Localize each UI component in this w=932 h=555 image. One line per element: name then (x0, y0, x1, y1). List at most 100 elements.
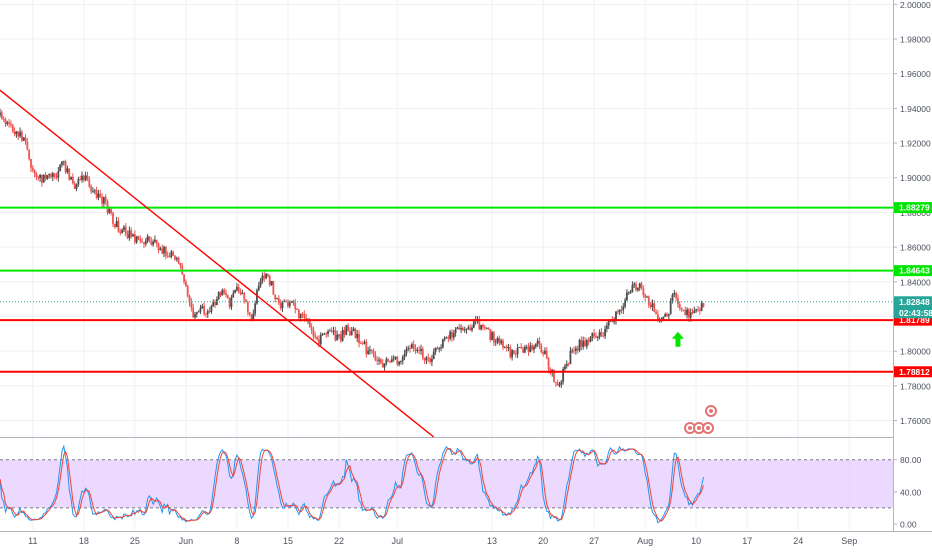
candle-body (547, 358, 550, 370)
candle-body (564, 366, 566, 370)
candle-body (585, 340, 588, 347)
candle-body (174, 255, 176, 260)
candle-body (71, 176, 74, 184)
candle-body (163, 246, 165, 254)
annotations (671, 331, 717, 434)
candle-body (531, 345, 534, 350)
candle-body (84, 175, 87, 181)
candle-body (175, 257, 178, 260)
level-price-tag-label: 1.84643 (899, 266, 930, 276)
candle-body (170, 251, 173, 257)
candle-body (267, 273, 269, 276)
candle-body (527, 346, 530, 353)
candle-body (595, 336, 597, 338)
candle-body (274, 294, 277, 300)
candle-body (420, 348, 422, 351)
candle-body (509, 346, 512, 358)
candle-body (73, 183, 76, 189)
candle-body (578, 340, 581, 351)
candle-body (44, 174, 47, 179)
candle-body (148, 236, 151, 242)
candle-body (92, 191, 94, 192)
candle-body (221, 289, 224, 296)
candle-body (28, 149, 31, 160)
candle-body (379, 359, 382, 364)
candle-body (682, 309, 685, 311)
candle-body (410, 344, 413, 349)
candle-body (37, 177, 40, 179)
candle-body (117, 221, 120, 232)
candle-body (77, 179, 80, 185)
stochastic-tick-label: 40.00 (900, 487, 922, 497)
candle-body (487, 327, 490, 330)
candle-body (432, 351, 435, 360)
candle-body (434, 347, 437, 352)
candle-body (152, 241, 154, 245)
candle-body (523, 346, 526, 353)
candle-body (239, 291, 242, 295)
candle-body (571, 350, 574, 352)
candle-body (177, 257, 180, 264)
candle-body (188, 295, 191, 303)
candle-body (627, 292, 630, 294)
last-price-tag-label: 1.82848 (899, 297, 930, 307)
candle-body (243, 293, 246, 300)
candle-body (680, 307, 683, 310)
candle-body (642, 288, 645, 295)
time-tick-label: 27 (589, 536, 599, 546)
candle-body (471, 327, 473, 331)
candle-body (130, 230, 133, 237)
event-marker-dot (697, 426, 701, 430)
candle-body (359, 343, 362, 344)
candle-body (157, 243, 160, 251)
price-tick-label: 1.86000 (900, 243, 931, 253)
candle-body (126, 234, 129, 239)
candle-body (183, 274, 185, 282)
candle-body (225, 293, 227, 296)
candle-body (0, 112, 3, 119)
candle-body (629, 292, 632, 293)
candle-body (514, 353, 517, 355)
candle-body (13, 131, 16, 135)
candle-body (520, 347, 523, 349)
candle-body (580, 340, 583, 347)
candle-body (374, 355, 377, 361)
candle-body (636, 287, 639, 291)
candles (0, 108, 705, 388)
candle-body (68, 168, 71, 180)
level-price-tag-background (894, 366, 932, 378)
stochastic-tick-label: 0.00 (900, 519, 917, 529)
candle-body (392, 358, 395, 360)
price-tick-label: 2.00000 (900, 0, 931, 10)
candle-body (338, 334, 340, 336)
candle-body (613, 320, 616, 323)
candle-body (212, 301, 215, 307)
candle-body (234, 290, 236, 294)
candle-body (64, 161, 67, 173)
candle-body (673, 292, 676, 295)
candle-body (139, 238, 142, 242)
candle-body (61, 161, 63, 165)
candle-body (299, 313, 302, 318)
candle-body (332, 330, 335, 332)
candle-body (190, 302, 193, 308)
candle-body (387, 359, 390, 361)
candle-body (283, 301, 286, 303)
candle-body (496, 338, 499, 342)
stochastic-d-line (0, 447, 704, 522)
candle-body (164, 246, 167, 256)
level-price-tag-label: 1.88279 (899, 203, 930, 213)
candle-body (268, 275, 271, 286)
candle-body (372, 350, 375, 356)
candle-body (593, 333, 596, 337)
time-tick-label: Sep (841, 536, 857, 546)
level-price-tag-background (894, 314, 932, 326)
candle-body (201, 305, 204, 309)
candle-body (534, 343, 537, 347)
candle-body (454, 328, 457, 333)
candle-body (4, 119, 7, 124)
candle-body (31, 167, 34, 171)
candle-body (57, 171, 60, 178)
candle-body (137, 236, 140, 239)
